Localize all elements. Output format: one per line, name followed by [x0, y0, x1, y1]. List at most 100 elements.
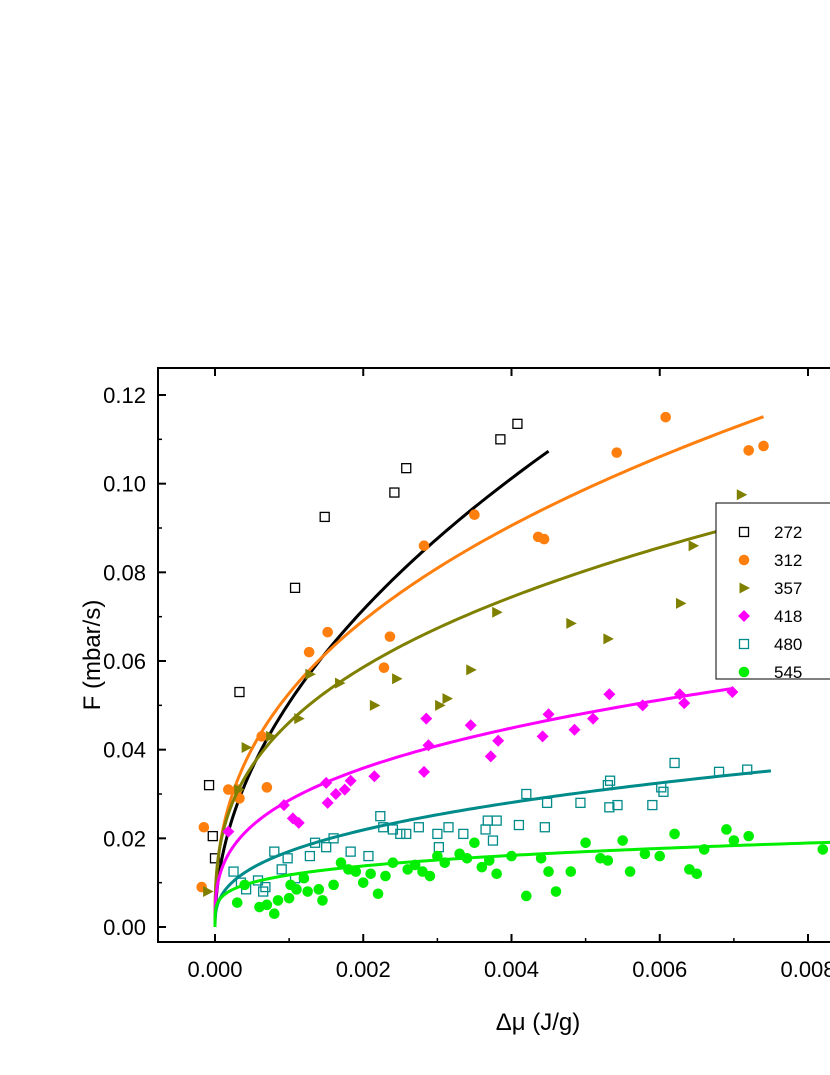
data-point: [261, 782, 273, 793]
data-point: [676, 597, 687, 609]
data-point: [617, 835, 628, 846]
legend-label: 480: [774, 635, 802, 654]
data-point: [487, 835, 499, 846]
data-point: [256, 731, 267, 742]
data-point: [335, 857, 347, 869]
x-tick-label: 0.004: [484, 957, 539, 982]
data-point: [378, 662, 390, 673]
data-point: [413, 822, 424, 833]
data-point: [291, 884, 302, 895]
data-point: [612, 799, 623, 811]
data-point: [669, 757, 680, 769]
data-point: [654, 850, 666, 862]
x-tick-label: 0.000: [187, 957, 242, 982]
data-point: [384, 631, 396, 642]
data-point: [541, 797, 553, 809]
data-point: [691, 868, 703, 880]
data-point: [565, 866, 577, 877]
y-tick-label: 0.02: [103, 826, 146, 851]
data-point: [344, 774, 357, 787]
data-point: [550, 886, 562, 897]
data-point: [260, 881, 271, 893]
data-point: [369, 699, 381, 711]
data-point: [491, 815, 502, 826]
data-point: [401, 828, 412, 840]
data-point: [580, 837, 591, 849]
data-point: [401, 462, 412, 474]
data-point: [269, 908, 280, 919]
y-tick-label: 0.06: [103, 649, 146, 674]
data-point: [439, 857, 451, 869]
data-point: [292, 816, 305, 829]
legend-box: [715, 502, 830, 680]
data-point: [658, 786, 669, 797]
data-point: [418, 765, 431, 778]
data-point: [726, 686, 739, 699]
data-point: [713, 766, 725, 777]
data-point: [372, 888, 384, 900]
data-point: [624, 866, 636, 877]
data-point: [395, 828, 406, 840]
x-tick-label: 0.002: [336, 957, 391, 982]
data-point: [484, 750, 497, 763]
data-point: [513, 819, 525, 831]
data-point: [304, 850, 316, 862]
data-point: [678, 697, 691, 710]
data-point: [604, 802, 615, 813]
data-point: [566, 617, 577, 629]
data-point: [203, 779, 215, 791]
data-point: [742, 764, 753, 775]
data-point: [357, 877, 369, 888]
chart-axes: 0.000 0.002 0.004 0.006 0.008 0.00 0.02 0.04 0.0…: [103, 368, 830, 982]
data-point: [575, 797, 586, 809]
data-point: [309, 837, 321, 848]
legend-label: 418: [774, 607, 802, 626]
data-point: [461, 852, 473, 864]
data-point: [721, 824, 732, 835]
data-point: [375, 811, 386, 822]
data-point: [241, 741, 253, 753]
series-418: [213, 686, 739, 928]
data-point: [222, 825, 235, 838]
data-point: [636, 699, 649, 712]
data-point: [492, 734, 505, 747]
data-point: [442, 693, 454, 705]
data-point: [603, 633, 614, 645]
y-tick-label: 0.10: [103, 472, 146, 497]
data-point: [673, 688, 686, 701]
data-point: [536, 730, 549, 743]
legend-marker: [738, 610, 750, 622]
data-point: [368, 770, 381, 783]
chart-marks: [196, 411, 830, 928]
data-point: [466, 664, 477, 676]
data-point: [269, 846, 280, 857]
data-point: [743, 445, 754, 456]
legend-item: 418: [738, 607, 802, 626]
fit-line-312: [213, 415, 765, 928]
fit-line-272: [213, 449, 550, 927]
data-point: [380, 870, 391, 882]
data-point: [604, 775, 616, 786]
series-545: [213, 824, 830, 928]
data-point: [647, 799, 658, 811]
data-point: [568, 723, 581, 736]
series-312: [196, 411, 769, 928]
legend-label: 312: [774, 551, 802, 570]
data-point: [389, 487, 400, 498]
data-point: [322, 626, 333, 638]
data-point: [338, 783, 351, 796]
series-272: [203, 418, 550, 927]
data-point: [688, 540, 700, 552]
data-point: [321, 796, 334, 809]
data-point: [277, 799, 290, 812]
data-point: [328, 833, 339, 844]
plot-frame: [157, 367, 830, 943]
legend-label: 545: [774, 663, 802, 682]
legend-item: 357: [739, 579, 802, 598]
data-point: [420, 712, 433, 725]
y-tick-label: 0.00: [103, 915, 146, 940]
data-point: [261, 899, 273, 911]
data-point: [363, 850, 374, 862]
data-point: [758, 440, 769, 452]
